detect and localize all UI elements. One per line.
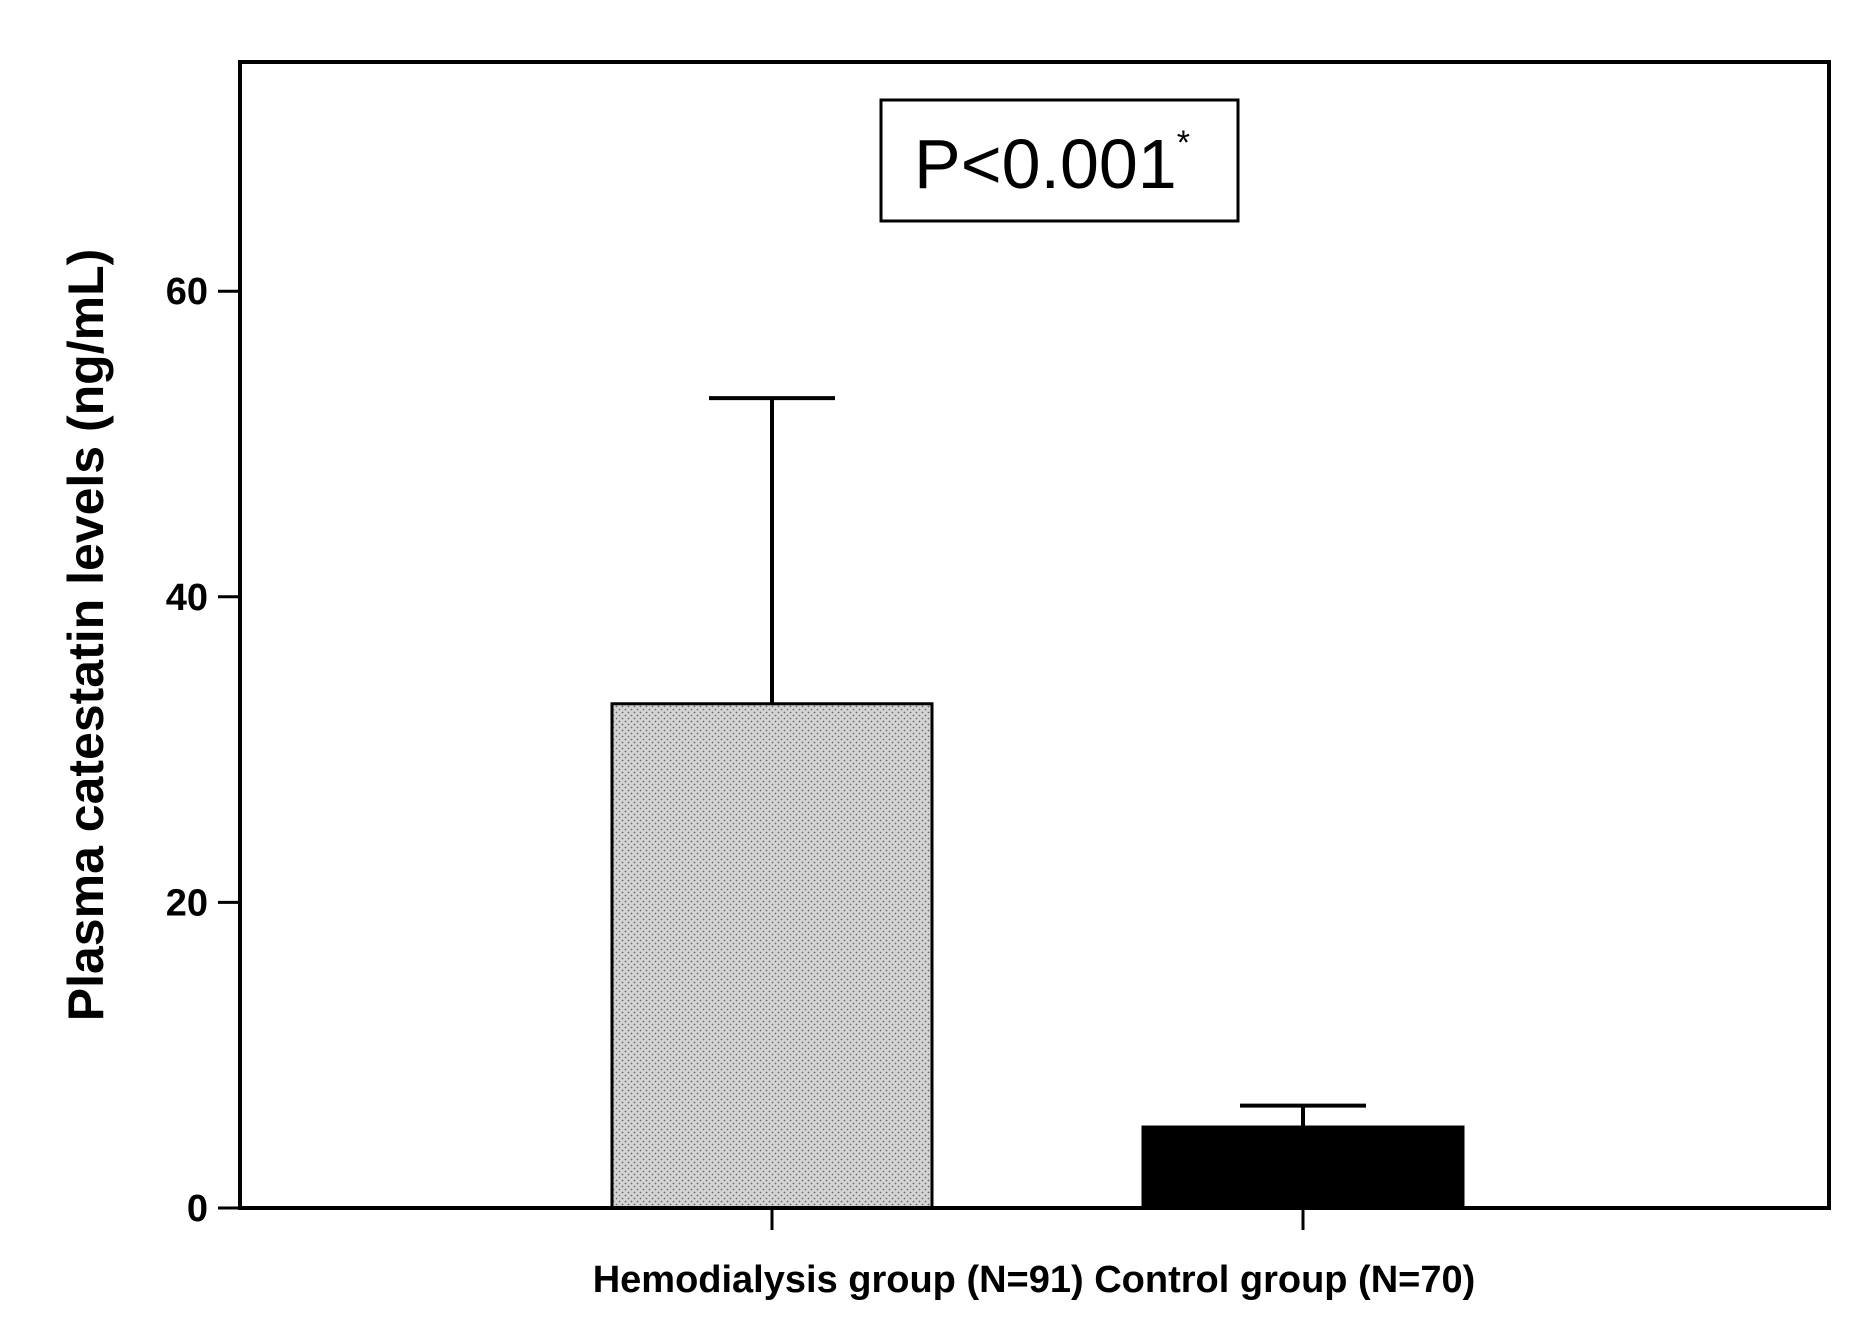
annotation-main: P<0.001 — [914, 125, 1177, 203]
error-bars-layer — [709, 396, 1366, 1128]
x-category-label: Hemodialysis group (N=91) — [593, 1259, 1084, 1301]
y-tick-label: 20 — [166, 882, 208, 924]
y-axis-ticks: 0 20 40 60 — [166, 271, 240, 1230]
bar — [610, 702, 934, 1210]
p-value-annotation: P<0.001* — [879, 98, 1240, 223]
bar — [1141, 1125, 1465, 1210]
y-axis-label: Plasma catestatin levels (ng/mL) — [58, 249, 114, 1022]
y-tick-label: 0 — [187, 1188, 208, 1230]
y-tick-label: 60 — [166, 271, 208, 313]
x-axis-ticks: Hemodialysis group (N=91) Control group … — [593, 1208, 1476, 1301]
x-category-labels: Hemodialysis group (N=91) Control group … — [593, 1259, 1476, 1301]
annotation-text: P<0.001* — [914, 124, 1190, 203]
bars-layer — [610, 702, 1465, 1210]
annotation-box — [879, 98, 1240, 223]
annotation-superscript: * — [1177, 124, 1190, 162]
plot-frame — [238, 60, 1831, 1210]
x-category-label: Control group (N=70) — [1084, 1259, 1476, 1301]
y-tick-label: 40 — [166, 577, 208, 619]
